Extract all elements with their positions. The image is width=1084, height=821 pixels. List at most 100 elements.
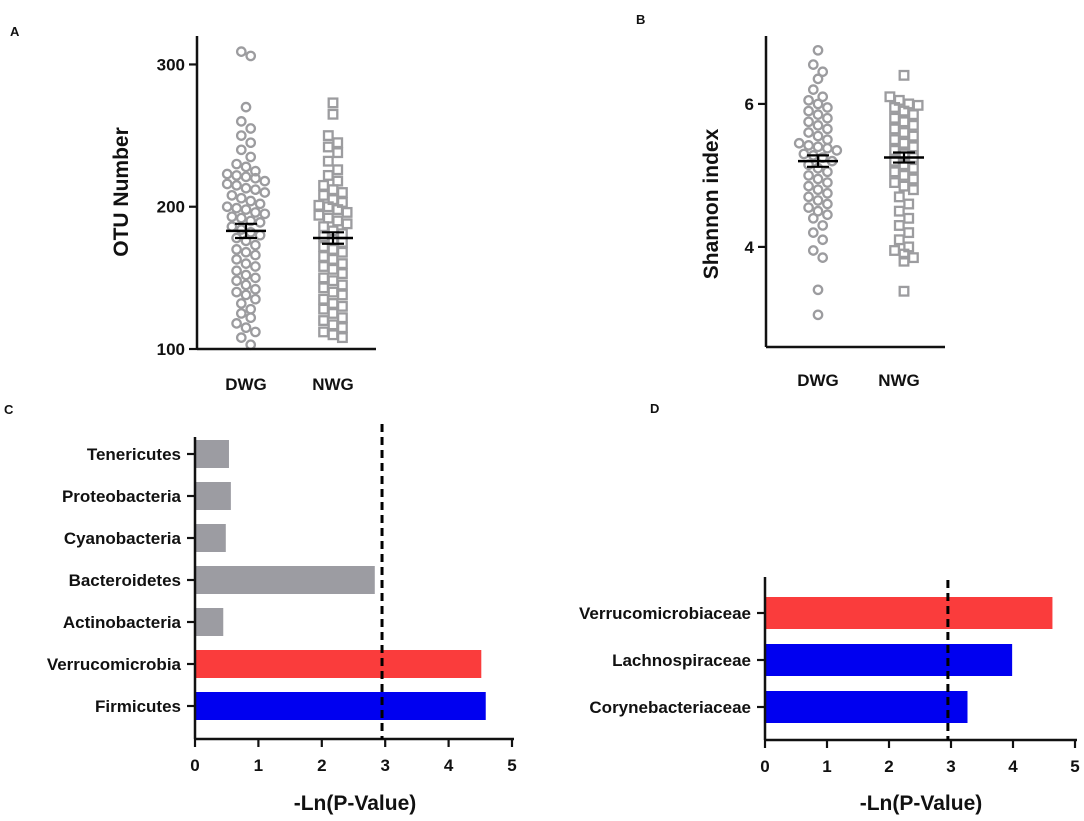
panel-a-dwg-point <box>231 158 242 170</box>
panel-a-dwg-point <box>240 101 252 113</box>
panel-b-dwg-point <box>812 130 824 142</box>
panel-a-nwg-point <box>336 268 348 280</box>
panel-b-dwg-point <box>822 198 833 210</box>
panel-a-dwg-point <box>235 192 247 204</box>
panel-b-dwg-point <box>812 98 824 110</box>
panel-d-category-label: Corynebacteriaceae <box>589 698 751 717</box>
panel-a-dwg-point <box>240 289 252 301</box>
panel-b-nwg-point <box>903 212 915 224</box>
panel-d-x-tick-label: 2 <box>884 757 893 776</box>
panel-a-dwg-point <box>250 207 261 218</box>
panel-a-dwg-point <box>235 46 247 58</box>
panel-b-nwg-point <box>907 109 919 121</box>
panel-a-nwg-point <box>341 218 353 230</box>
panel-a-nwg-point <box>327 97 339 109</box>
panel-b-dwg-point <box>812 184 824 196</box>
panel-d-x-tick-label: 3 <box>946 757 955 776</box>
panel-d-x-axis-title: -Ln(P-Value) <box>860 792 983 815</box>
panel-a-dwg-point <box>231 244 242 255</box>
panel-d-bars <box>766 597 1053 723</box>
panel-c-category-label: Actinobacteria <box>63 613 182 632</box>
panel-d-x-tick-label: 0 <box>760 757 769 776</box>
panel-a-y-tick-label: 100 <box>157 340 185 359</box>
panel-c-bar <box>196 650 482 678</box>
panel-a-nwg-point <box>336 258 348 270</box>
panel-a-y-tick-label: 300 <box>157 55 185 74</box>
panel-a-dwg-point <box>240 171 252 183</box>
panel-a-dwg-point <box>250 272 261 284</box>
panel-c-bar <box>196 608 224 636</box>
panel-a-nwg-point <box>336 187 348 198</box>
panel-b-nwg-point <box>907 173 919 185</box>
panel-a-dwg-point <box>254 217 266 228</box>
panel-b-nwg-point <box>907 141 919 153</box>
panel-c-category-label: Verrucomicrobia <box>47 655 182 674</box>
panel-b-nwg-point <box>898 69 910 81</box>
panel-b-dwg-point <box>822 112 833 124</box>
panel-d-bar <box>766 644 1013 676</box>
panel-b-y-tick-label: 6 <box>745 95 754 114</box>
panel-b-nwg-point <box>907 184 919 196</box>
panel-letter-b: B <box>636 12 645 27</box>
panel-b-y-axis-title: Shannon index <box>700 128 723 279</box>
panel-c-category-label: Firmicutes <box>95 697 181 716</box>
panel-c-x-tick-label: 1 <box>254 756 263 775</box>
panel-b-dwg-point <box>807 59 819 70</box>
panel-a-dwg-point <box>231 318 242 329</box>
panel-a-dwg-point <box>221 201 233 213</box>
panel-a-nwg-point <box>322 155 334 167</box>
panel-c-bar <box>196 566 375 594</box>
panel-a-nwg-point <box>322 141 334 153</box>
panel-b-dwg-point <box>803 202 814 213</box>
panel-b-dwg-point <box>803 94 814 106</box>
panel-b-dwg-point <box>803 180 814 192</box>
panel-c-category-label: Proteobacteria <box>62 487 182 506</box>
panel-b-nwg-point <box>893 234 905 246</box>
panel-b-y-ticks: 46 <box>745 95 766 257</box>
panel-a-dwg-point <box>259 175 271 187</box>
panel-a-dwg-point <box>250 249 261 261</box>
panel-d-x-tick-label: 5 <box>1070 757 1079 776</box>
panel-c-x-tick-label: 0 <box>190 756 199 775</box>
panel-b-dwg-point <box>812 73 824 85</box>
panel-b-dwg-point <box>817 220 829 231</box>
panel-a-dwg-point <box>240 269 252 281</box>
panel-b-dwg-point <box>812 205 824 217</box>
panel-a-dwg-point <box>231 202 242 214</box>
panel-a-dwg-point <box>231 180 242 191</box>
panel-a-dwg-point <box>250 165 261 177</box>
panel-b-dwg-point <box>803 140 814 151</box>
panel-b-nwg-point <box>903 198 915 210</box>
panel-c-x-tick-label: 3 <box>380 756 389 775</box>
panel-a-dwg-point <box>226 189 238 201</box>
panel-a-dwg-point <box>235 298 247 309</box>
panel-c-bar <box>196 524 226 552</box>
panel-a-nwg-point <box>336 246 348 258</box>
panel-a-dwg-point <box>240 204 252 215</box>
panel-a-dwg-point <box>240 246 252 258</box>
panel-a-dwg-point <box>231 254 242 265</box>
panel-a-dwg-point <box>235 308 247 319</box>
panel-a-dwg-point <box>240 182 252 194</box>
panel-a-dwg-point <box>245 215 257 227</box>
panel-d-category-label: Lachnospiraceae <box>612 651 751 670</box>
panel-a-nwg-point <box>336 289 348 301</box>
panel-b-dwg-point <box>822 209 833 221</box>
panel-a-dwg-point <box>235 332 247 343</box>
panel-c-category-labels: Tenericutes Proteobacteria Cyanobacteria Ba… <box>47 445 195 716</box>
panel-a-y-ticks: 100 200 300 <box>157 55 197 359</box>
panel-a-dwg-point <box>254 198 266 210</box>
panel-b-dwg-point <box>822 187 833 199</box>
panel-c-x-tick-label: 5 <box>507 756 516 775</box>
panel-a-nwg-point <box>336 312 348 324</box>
panel-b-dwg-point <box>812 195 824 206</box>
panel-b-dwg-point <box>812 309 824 321</box>
panel-a-dwg-point <box>259 208 271 220</box>
panel-letter-d: D <box>650 401 659 416</box>
panel-a-nwg-point <box>341 206 353 218</box>
panel-a-otu-plot: 100 200 300 DWG NWG OTU Number <box>110 36 376 394</box>
panel-b-dwg-point <box>812 173 824 185</box>
panel-a-nwg-point <box>336 332 348 344</box>
panel-a-x-label-dwg: DWG <box>225 375 267 394</box>
panel-a-dwg-point <box>245 50 257 62</box>
